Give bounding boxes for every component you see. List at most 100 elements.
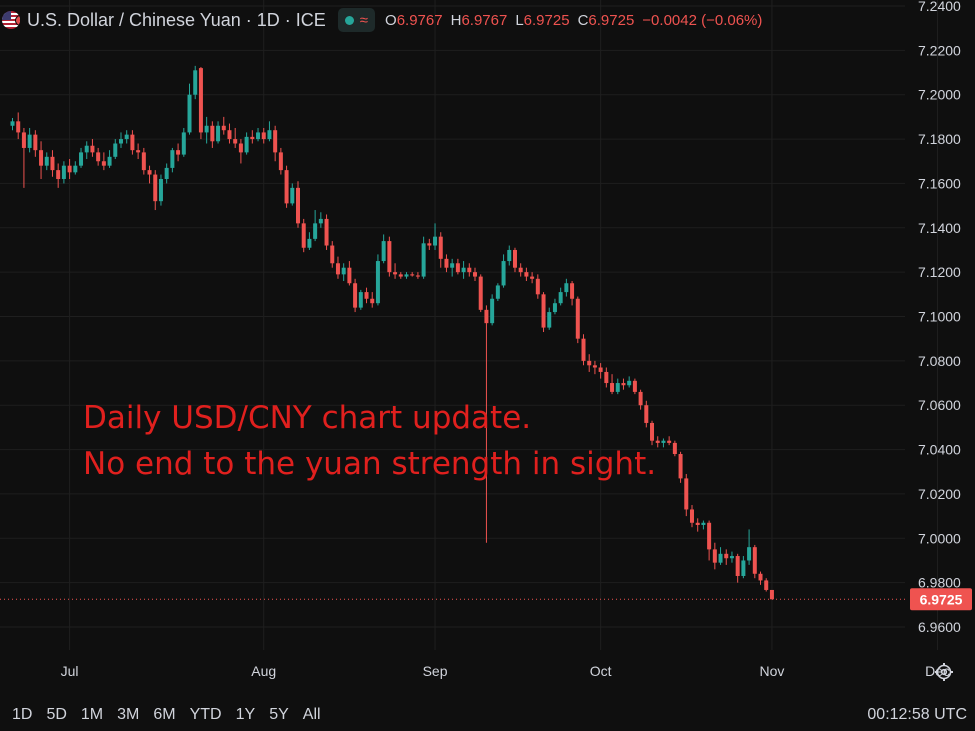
status-pill[interactable]: ≈ xyxy=(337,8,376,32)
candle xyxy=(313,210,318,242)
timeframe-selector: 1D 5D 1M 3M 6M YTD 1Y 5Y All xyxy=(12,706,321,724)
candle xyxy=(147,165,152,184)
us-flag-icon xyxy=(2,11,20,29)
timeframe-1d[interactable]: 1D xyxy=(12,706,33,723)
high-label: H xyxy=(450,11,462,29)
candle-body xyxy=(672,442,677,455)
candle-body xyxy=(118,139,123,144)
price-axis[interactable]: 7.2400 7.2200 7.2000 7.1800 7.1600 7.1400 7.12… xyxy=(918,0,961,635)
timeframe-5y[interactable]: 5Y xyxy=(269,706,289,723)
candle xyxy=(227,123,232,144)
candle xyxy=(627,376,632,388)
candle-body xyxy=(147,170,152,175)
candle xyxy=(341,263,346,282)
candle-body xyxy=(512,249,517,268)
candle xyxy=(67,159,72,179)
timeframe-all[interactable]: All xyxy=(302,706,321,723)
candle xyxy=(689,505,694,528)
candle-body xyxy=(10,121,15,126)
candle-body xyxy=(335,263,340,275)
chart-grid xyxy=(0,0,939,650)
candle-body xyxy=(227,130,232,140)
candle-body xyxy=(313,223,318,239)
candle xyxy=(347,261,352,286)
candle-body xyxy=(661,440,666,443)
ohlc-values: O6.9767 H6.9767 L6.9725 C6.9725 −0.0042 … xyxy=(385,12,762,29)
candle xyxy=(455,258,460,275)
timeframe-ytd[interactable]: YTD xyxy=(189,706,222,723)
candle xyxy=(712,542,717,570)
candle xyxy=(130,130,135,155)
candle-body xyxy=(21,132,26,148)
candle xyxy=(718,547,723,565)
y-tick-label: 7.2200 xyxy=(918,42,961,58)
open-label: O xyxy=(385,11,397,29)
candle xyxy=(501,254,506,288)
timeframe-5d[interactable]: 5D xyxy=(46,706,67,723)
candle-body xyxy=(67,165,72,173)
candle-body xyxy=(421,243,426,277)
candle-body xyxy=(193,70,198,95)
flag-badge-icon xyxy=(15,15,20,26)
candle-body xyxy=(187,94,192,133)
timeframe-1y[interactable]: 1Y xyxy=(235,706,256,723)
candle-body xyxy=(318,218,323,224)
candle xyxy=(701,520,706,530)
candle-body xyxy=(712,549,717,563)
candle xyxy=(10,118,15,131)
candle-body xyxy=(16,121,21,133)
candle xyxy=(267,121,272,142)
candle xyxy=(21,127,26,188)
candle-body xyxy=(130,134,135,151)
candle xyxy=(752,544,757,579)
candle xyxy=(769,589,774,600)
y-tick-label: 7.0200 xyxy=(918,486,961,502)
candle xyxy=(96,147,101,166)
candle xyxy=(724,549,729,565)
candle xyxy=(541,292,546,333)
candle-body xyxy=(101,161,106,166)
candle xyxy=(27,127,32,153)
candle-body xyxy=(427,243,432,246)
candle-body xyxy=(410,274,415,276)
candle-body xyxy=(627,380,632,386)
y-tick-label: 7.0000 xyxy=(918,530,961,546)
y-tick-label: 7.0800 xyxy=(918,353,961,369)
timeframe-1m[interactable]: 1M xyxy=(80,706,104,723)
utc-clock[interactable]: 00:12:58 UTC xyxy=(867,706,967,723)
candle xyxy=(581,334,586,366)
candle xyxy=(735,553,740,583)
gear-icon[interactable] xyxy=(933,661,955,683)
last-price-marker: 6.9725 xyxy=(0,588,972,611)
candle xyxy=(570,281,575,306)
timeframe-6m[interactable]: 6M xyxy=(153,706,176,723)
candle xyxy=(244,132,249,155)
change-value: −0.0042 (−0.06%) xyxy=(642,11,763,29)
symbol-title[interactable]: U.S. Dollar / Chinese Yuan · 1D · ICE xyxy=(27,9,326,30)
candle-body xyxy=(341,267,346,275)
candle-body xyxy=(250,136,255,140)
candle xyxy=(118,132,123,148)
candle-body xyxy=(136,150,141,153)
candle xyxy=(284,165,289,208)
candle xyxy=(210,121,215,148)
candle xyxy=(564,278,569,297)
candle-body xyxy=(701,522,706,525)
candle xyxy=(273,125,278,162)
candle xyxy=(415,272,420,279)
candle-body xyxy=(467,267,472,273)
candle xyxy=(535,274,540,299)
x-tick-label: Nov xyxy=(759,663,784,679)
candle-body xyxy=(370,298,375,304)
candle xyxy=(216,121,221,144)
time-axis[interactable]: JulAugSepOctNovDec2026 xyxy=(61,663,975,679)
x-tick-label: Jul xyxy=(61,663,79,679)
candle xyxy=(444,254,449,273)
timeframe-3m[interactable]: 3M xyxy=(117,706,140,723)
candle xyxy=(50,150,55,177)
candle xyxy=(741,556,746,579)
candle-body xyxy=(707,522,712,550)
candle xyxy=(404,272,409,279)
candle xyxy=(158,174,163,206)
